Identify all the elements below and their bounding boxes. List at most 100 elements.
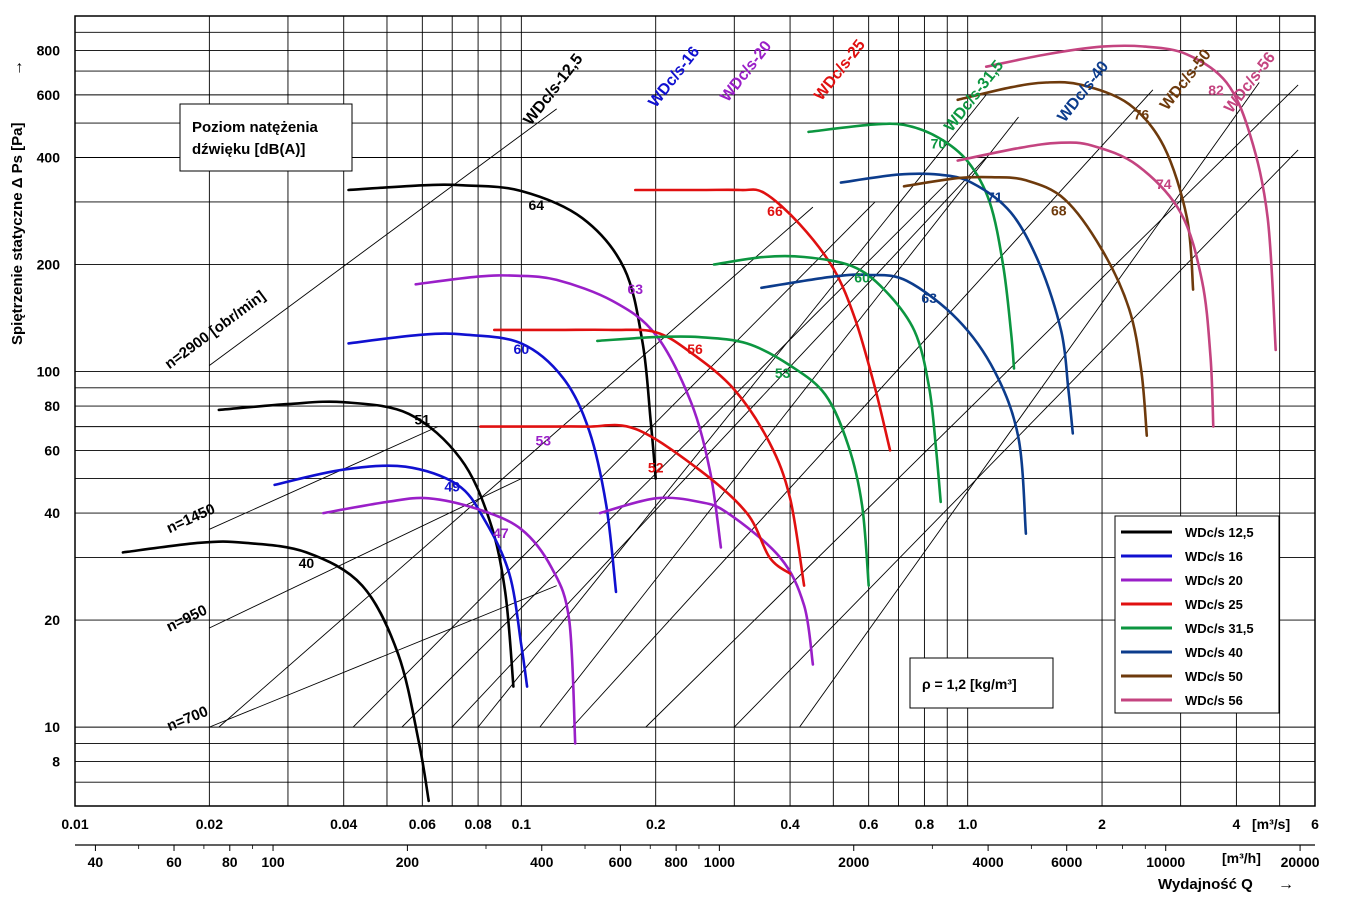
fan-curve-WDc/s-31,5 (807, 122, 1016, 370)
y-axis-title: Spiętrzenie statyczne Δ Ps [Pa] (9, 122, 26, 345)
sound-level-label: 60 (514, 341, 530, 357)
system-line (477, 94, 987, 728)
x-tick-label-m3h: 200 (396, 854, 420, 870)
sound-level-label: 49 (444, 478, 460, 494)
x-tick-label-m3h: 4000 (973, 854, 1004, 870)
system-line (451, 157, 987, 728)
y-tick-label: 200 (37, 257, 61, 273)
y-tick-label: 800 (37, 42, 61, 58)
sound-level-label: 63 (921, 290, 937, 306)
x-tick-label-m3h: 400 (530, 854, 554, 870)
fan-curve-WDc/s-50 (902, 175, 1149, 437)
legend-label: WDc/s 12,5 (1185, 525, 1254, 540)
sound-level-label: 70 (931, 135, 947, 151)
x-tick-label-m3h: 10000 (1146, 854, 1185, 870)
speed-line-label: n=2900 [obr/min] (162, 287, 269, 372)
sound-level-label: 82 (1208, 82, 1224, 98)
legend-label: WDc/s 20 (1185, 573, 1243, 588)
speed-line (209, 478, 522, 629)
fan-curve-WDc/s-40 (760, 273, 1028, 535)
y-tick-label: 60 (44, 442, 60, 458)
fan-curve-WDc/s-25 (493, 328, 806, 587)
series-label: WDc/s-12,5 (521, 51, 587, 129)
x-tick-label-m3s: 2 (1098, 816, 1106, 832)
sound-level-label: 76 (1134, 106, 1150, 122)
series-label: WDc/s-25 (811, 37, 869, 104)
speed-line (209, 426, 439, 530)
x-tick-label-m3h: 60 (166, 854, 182, 870)
series-name-labels: WDc/s-12,5 WDc/s-16 WDc/s-20 WDc/s-25 WDc/s-… (521, 37, 1279, 135)
system-line (401, 182, 948, 728)
fan-curve-WDc/s-50 (956, 80, 1195, 291)
x-tick-label-m3s: 0.04 (330, 816, 357, 832)
y-tick-label: 600 (37, 87, 61, 103)
x-tick-label-m3s: 1.0 (958, 816, 978, 832)
x-tick-label-m3h: 20000 (1281, 854, 1320, 870)
x-tick-label-m3s: 6 (1311, 816, 1319, 832)
x-tick-label-m3h: 6000 (1051, 854, 1082, 870)
y-tick-label: 400 (37, 149, 61, 165)
system-line (733, 149, 1299, 728)
fan-curve-WDc/s-20 (322, 496, 577, 745)
x-tick-label-m3h: 100 (261, 854, 285, 870)
sound-level-label: 52 (648, 460, 664, 476)
system-line (799, 82, 1260, 728)
fan-curve-WDc/s-40 (839, 172, 1075, 435)
x-tick-label-m3s: 0.08 (464, 816, 491, 832)
y-axis-arrow: → (9, 60, 26, 76)
fan-curve-WDc/s-16 (347, 332, 618, 594)
system-line (571, 89, 1154, 728)
system-line (218, 206, 814, 728)
axes: 8 10 20 40 60 80 100 200 400 600 800 0.01 0.02 0.04 0.… (37, 15, 1320, 870)
sound-level-label: 71 (987, 189, 1003, 205)
sound-note-line2: dźwięku [dB(A)] (192, 141, 305, 158)
sound-level-label: 64 (528, 197, 544, 213)
series-label: WDc/s-16 (645, 43, 703, 110)
x-tick-label-m3h: 80 (222, 854, 238, 870)
y-tick-label: 100 (37, 364, 61, 380)
x-tick-label-m3h: 1000 (704, 854, 735, 870)
x-tick-label-m3s: 4 (1233, 816, 1241, 832)
legend-label: WDc/s 40 (1185, 645, 1243, 660)
x-axis-arrow: → (1278, 876, 1294, 893)
sound-level-label: 40 (299, 555, 315, 571)
fan-curve-WDc/s-16 (273, 464, 529, 688)
fan-curve-WDc/s-12,5 (121, 540, 430, 803)
sound-level-note: Poziom natężenia dźwięku [dB(A)] (179, 103, 353, 172)
x-tick-label-m3s: 0.2 (646, 816, 666, 832)
x-unit-m3h: [m³/h] (1222, 850, 1261, 866)
fan-curve-WDc/s-31,5 (596, 335, 870, 587)
fan-curves (121, 44, 1277, 803)
sound-level-label: 63 (627, 281, 643, 297)
x-unit-m3s: [m³/s] (1252, 816, 1290, 832)
fan-curve-WDc/s-12,5 (217, 400, 515, 688)
legend-label: WDc/s 31,5 (1185, 621, 1254, 636)
x-tick-label-m3h: 800 (664, 854, 688, 870)
sound-level-label: 53 (536, 432, 552, 448)
legend-label: WDc/s 56 (1185, 693, 1243, 708)
fan-curve-WDc/s-56 (984, 44, 1277, 352)
system-line (539, 116, 1019, 728)
density-note: ρ = 1,2 [kg/m³] (909, 657, 1054, 709)
system-line (352, 201, 876, 728)
fan-curve-WDc/s-56 (956, 141, 1215, 428)
x-tick-label-m3s: 0.8 (915, 816, 935, 832)
system-line (645, 84, 1299, 728)
x-tick-label-m3s: 0.02 (196, 816, 223, 832)
x-axis-title: Wydajność Q (1158, 876, 1253, 893)
legend: WDc/s 12,5 WDc/s 16 WDc/s 20 WDc/s 25 WDc/s … (1114, 515, 1280, 714)
y-tick-label: 8 (52, 754, 60, 770)
x-tick-label-m3s: 0.1 (512, 816, 532, 832)
x-tick-label-m3h: 600 (609, 854, 633, 870)
fan-curve-WDc/s-25 (479, 423, 792, 575)
density-text: ρ = 1,2 [kg/m³] (922, 676, 1017, 692)
sound-level-label: 66 (767, 203, 783, 219)
x-tick-label-m3h: 2000 (838, 854, 869, 870)
legend-label: WDc/s 16 (1185, 549, 1243, 564)
fan-curve-WDc/s-20 (414, 274, 723, 549)
series-label: WDc/s-56 (1221, 49, 1279, 116)
sound-level-label: 51 (415, 411, 431, 427)
legend-label: WDc/s 50 (1185, 669, 1243, 684)
sound-level-label: 68 (1051, 202, 1067, 218)
